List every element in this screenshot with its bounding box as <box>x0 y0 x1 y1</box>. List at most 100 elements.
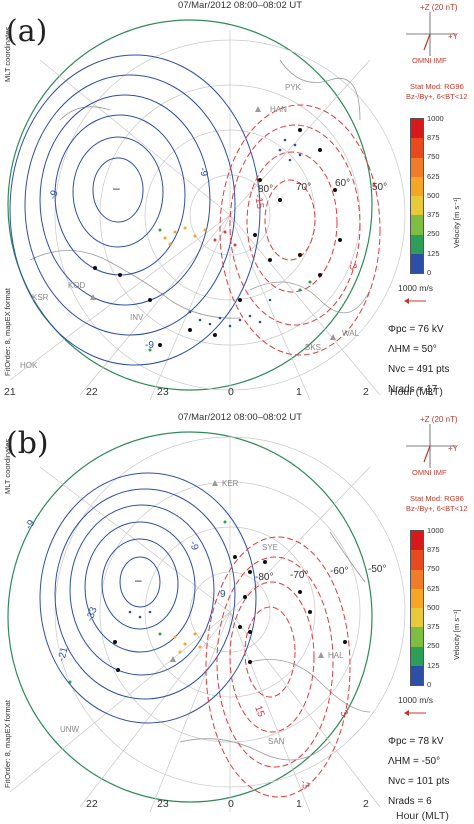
potential-min-marker: – <box>113 181 120 195</box>
map-boundary <box>7 19 373 391</box>
colorbar-ticks: 1000 875 750 625 500 375 250 125 0 <box>427 114 444 277</box>
n-rads: Nrads = 6 <box>388 796 432 807</box>
lat-label: 70° <box>296 182 311 193</box>
imf-z-label: +Z (20 nT) <box>420 415 458 424</box>
lat-label: 50° <box>372 182 387 193</box>
negative-contours <box>39 472 257 724</box>
radar-points <box>113 555 347 672</box>
station-label: UNW <box>60 725 80 734</box>
n-vc: Nvc = 101 pts <box>388 776 450 787</box>
hour-label: Hour (MLT) <box>390 386 443 398</box>
imf-vector <box>423 445 431 463</box>
mlt-axis: 22 23 0 1 2 Hour (MLT) <box>86 798 449 822</box>
n-vc: Nvc = 491 pts <box>388 364 450 375</box>
contour-label: -9 <box>187 540 200 552</box>
lat-label: 60° <box>335 178 350 189</box>
lambda-hm: ΛHM = -50° <box>388 756 441 767</box>
stations-a: HAN KSR KOD INV BKS WAL HOK PYK <box>20 83 360 370</box>
imf-source: OMNI IMF <box>412 468 447 477</box>
coastlines <box>29 59 371 319</box>
velocity-reference: 1000 m/s <box>398 695 433 705</box>
model-label: Stat Mod: RG96 <box>410 82 464 91</box>
imf-y-label: +Y <box>448 444 459 453</box>
panel-label: (b) <box>6 426 49 461</box>
imf-clock-b <box>406 424 456 468</box>
coastlines <box>179 531 371 761</box>
station-label: KER <box>222 479 239 488</box>
mlt-grid <box>9 30 381 401</box>
model-condition: Bz-/By+, 6<BT<12 <box>406 92 468 101</box>
n-rads: Nrads = 17 <box>388 384 438 395</box>
contour-label: -9 <box>197 167 209 178</box>
contour-label: -15 <box>252 194 265 211</box>
lat-labels-b: -80° -70° -60° -50° <box>255 564 386 583</box>
model-label: Stat Mod: RG96 <box>410 494 464 503</box>
colorbar-label: Velocity [m s⁻¹] <box>452 197 461 248</box>
station-label: WAL <box>342 329 360 338</box>
contour-label: -9 <box>47 188 61 201</box>
map-boundary <box>7 431 373 803</box>
velocity-reference-arrow <box>404 710 426 716</box>
station-markers-b <box>170 480 324 662</box>
lambda-hm: ΛHM = 50° <box>388 344 437 355</box>
vector-cluster-red <box>213 230 237 247</box>
mlt-axis: 21 22 23 0 1 2 3 Hour (MLT) <box>4 386 443 398</box>
contour-labels-b: -9 -33 -21 -9 9 15 3 -3 <box>23 518 349 792</box>
station-label: SYE <box>262 543 278 552</box>
radar-points <box>93 128 342 347</box>
vector-cluster-green <box>68 520 227 684</box>
panel-title: 07/Mar/2012 08:00–08:02 UT <box>177 412 303 423</box>
colorbar-label: Velocity [m s⁻¹] <box>452 609 461 660</box>
station-label: PYK <box>285 83 302 92</box>
vector-cluster-yellow <box>173 632 202 654</box>
fit-label: FitOrder: 8, mapEX format <box>3 288 12 376</box>
imf-z-label: +Z (20 nT) <box>420 3 458 12</box>
phi-pc: Φpc = 76 kV <box>388 324 444 335</box>
contour-label: -3 <box>345 259 359 272</box>
imf-y-label: +Y <box>448 32 459 41</box>
station-label: BKS <box>305 343 321 352</box>
lat-label: -50° <box>368 564 386 575</box>
velocity-reference-arrow <box>404 298 426 304</box>
vector-cluster-blue <box>128 610 152 619</box>
velocity-colorbar <box>410 118 424 274</box>
lat-label: -80° <box>255 572 273 583</box>
station-label: HAL <box>328 651 344 660</box>
lat-label: -60° <box>330 566 348 577</box>
lat-label: 80° <box>258 184 273 195</box>
station-label: INV <box>130 313 144 322</box>
lat-label: -70° <box>290 570 308 581</box>
station-label: KSR <box>32 293 49 302</box>
coord-label: MLT coordinates <box>3 438 12 494</box>
contour-label: 9 <box>220 589 226 600</box>
stats-block: Φpc = 78 kV ΛHM = -50° Nvc = 101 pts Nra… <box>388 732 449 812</box>
imf-vector <box>423 33 431 51</box>
convection-map-a: – -9 -15 -3 -9 -9 80° 70° 60° 50° HAN KS… <box>7 19 406 401</box>
imf-clock-a <box>406 12 456 56</box>
velocity-reference: 1000 m/s <box>398 283 433 293</box>
phi-pc: Φpc = 78 kV <box>388 736 444 747</box>
negative-contours <box>9 54 261 366</box>
panel-a: – -9 -15 -3 -9 -9 80° 70° 60° 50° HAN KS… <box>3 0 468 401</box>
vector-cluster-green <box>148 228 312 352</box>
contour-labels-a: -9 -15 -3 -9 -9 <box>47 167 358 351</box>
contour-label: -9 <box>145 340 154 351</box>
vector-cluster-blue <box>188 138 302 328</box>
colorbar-ticks: 1000 875 750 625 500 375 250 125 0 <box>427 526 444 689</box>
coord-label: MLT coordinates <box>3 26 12 82</box>
stations-b: KER SYE HAL UNW SAN <box>60 479 344 746</box>
stats-block: Φpc = 76 kV ΛHM = 50° Nvc = 491 pts Nrad… <box>388 320 449 400</box>
lat-labels-a: 80° 70° 60° 50° <box>258 178 387 195</box>
panel-label: (a) <box>6 14 48 49</box>
station-label: KOD <box>68 281 86 290</box>
contour-label: -21 <box>56 646 70 663</box>
panel-title: 07/Mar/2012 08:00–08:02 UT <box>177 0 303 11</box>
contour-label: -33 <box>84 605 99 623</box>
convection-map-b: – -9 -33 -21 -9 9 15 3 -3 -80° -70° -60°… <box>7 431 406 813</box>
panel-b: – -9 -33 -21 -9 9 15 3 -3 -80° -70° -60°… <box>0 412 474 824</box>
positive-contours <box>205 536 351 798</box>
station-label: SAN <box>268 737 285 746</box>
station-label: HAN <box>270 105 287 114</box>
positive-contours <box>219 104 381 356</box>
imf-source: OMNI IMF <box>412 56 447 65</box>
